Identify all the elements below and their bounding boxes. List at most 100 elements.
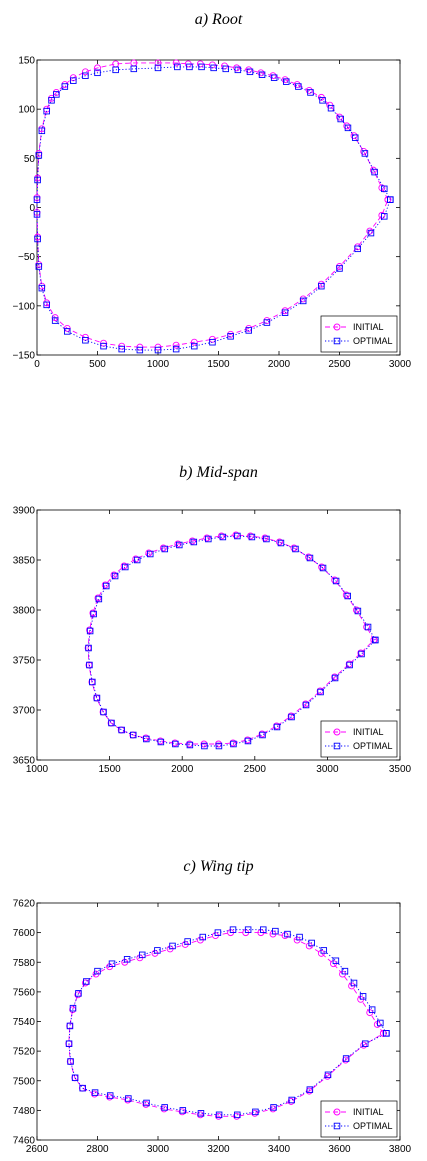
data-point-square <box>123 956 131 963</box>
data-point-square <box>82 72 89 79</box>
data-point-circle <box>190 338 198 346</box>
data-point-square <box>288 1096 295 1104</box>
data-point-circle <box>246 532 254 540</box>
data-point-circle <box>110 571 118 579</box>
data-point-circle <box>81 979 89 987</box>
data-point-square <box>263 319 271 326</box>
legend-box <box>320 315 398 353</box>
legend-label: OPTIMAL <box>353 741 393 751</box>
data-point-square <box>61 83 69 90</box>
y-tick-label: 3750 <box>13 656 36 667</box>
data-point-square <box>367 229 375 237</box>
data-point-square <box>372 636 379 644</box>
data-point-square <box>215 742 223 750</box>
data-point-square <box>161 1104 168 1111</box>
data-point-square <box>43 107 50 115</box>
x-tick-label: 1500 <box>98 764 121 775</box>
data-point-square <box>95 595 103 603</box>
data-point-circle <box>318 563 326 571</box>
y-tick-label: 7600 <box>13 928 36 939</box>
data-point-square <box>63 328 71 335</box>
axes-frame <box>36 59 401 356</box>
data-point-square <box>381 185 388 193</box>
x-tick-label: 2800 <box>86 1144 109 1155</box>
data-point-circle <box>172 59 180 67</box>
data-point-square <box>344 592 351 600</box>
data-point-square <box>38 127 46 135</box>
data-point-square <box>176 541 183 549</box>
data-point-square <box>354 245 361 253</box>
data-point-square <box>361 1040 369 1047</box>
data-point-square <box>259 731 266 739</box>
legend-label: OPTIMAL <box>353 336 393 346</box>
data-point-circle <box>203 534 211 542</box>
data-point-square <box>281 309 289 316</box>
legend-marker-square <box>333 1122 341 1130</box>
data-point-square <box>244 926 252 933</box>
legend: INITIAL OPTIMAL <box>320 315 398 353</box>
data-point-square <box>346 661 353 669</box>
data-point-square <box>184 938 191 945</box>
y-tick-label: 0 <box>29 203 35 214</box>
data-point-square <box>270 74 278 81</box>
x-tick-label: 3200 <box>207 1144 230 1155</box>
data-point-circle <box>336 113 343 121</box>
data-point-square <box>246 68 254 76</box>
data-point-square <box>108 719 115 727</box>
data-point-circle <box>132 555 140 563</box>
data-point-circle <box>61 81 69 89</box>
data-point-circle <box>269 72 277 80</box>
y-tick-label: 7560 <box>13 987 36 998</box>
data-point-square <box>295 83 302 90</box>
data-point-square <box>342 1055 350 1062</box>
data-point-square <box>307 89 314 96</box>
data-point-square <box>147 550 154 558</box>
data-point-square <box>272 927 279 935</box>
data-point-square <box>234 66 242 74</box>
data-point-square <box>43 301 50 309</box>
data-point-square <box>359 993 367 1000</box>
legend-label: INITIAL <box>353 727 384 737</box>
data-point-square <box>122 563 129 571</box>
data-point-square <box>190 538 198 546</box>
data-point-square <box>65 1040 73 1047</box>
data-point-square <box>100 708 107 716</box>
data-point-square <box>157 738 165 746</box>
data-point-square <box>154 947 161 954</box>
data-point-square <box>33 211 41 218</box>
data-point-square <box>191 342 198 350</box>
data-point-square <box>364 623 372 631</box>
data-point-square <box>308 939 315 947</box>
y-tick-label: 7580 <box>13 958 36 969</box>
data-point-square <box>67 1058 74 1065</box>
legend-marker-circle <box>333 728 341 736</box>
y-tick-label: 50 <box>24 154 36 165</box>
data-point-square <box>306 1086 314 1093</box>
x-tick-label: 1000 <box>26 764 49 775</box>
legend-box <box>320 720 398 758</box>
x-tick-label: 2600 <box>26 1144 49 1155</box>
data-point-square <box>387 196 394 203</box>
data-point-square <box>161 545 169 553</box>
legend-label: INITIAL <box>353 1107 384 1117</box>
data-point-square <box>70 77 77 84</box>
data-point-square <box>317 688 324 696</box>
data-point-circle <box>281 307 289 315</box>
data-point-square <box>51 317 59 324</box>
x-tick-label: 2000 <box>171 764 194 775</box>
data-point-square <box>118 726 125 734</box>
data-point-square <box>174 63 181 71</box>
data-point-square <box>383 1030 390 1037</box>
data-point-circle <box>188 537 196 545</box>
legend-label: INITIAL <box>353 322 384 332</box>
data-point-circle <box>174 540 182 548</box>
data-point-square <box>197 1110 205 1117</box>
x-tick-label: 3600 <box>328 1144 351 1155</box>
y-tick-label: 3800 <box>13 606 36 617</box>
y-tick-label: −100 <box>12 301 35 312</box>
data-point-square <box>94 69 101 77</box>
data-point-circle <box>293 81 301 89</box>
data-point-square <box>318 282 325 290</box>
series-optimal <box>85 532 379 750</box>
data-point-square <box>283 78 290 85</box>
